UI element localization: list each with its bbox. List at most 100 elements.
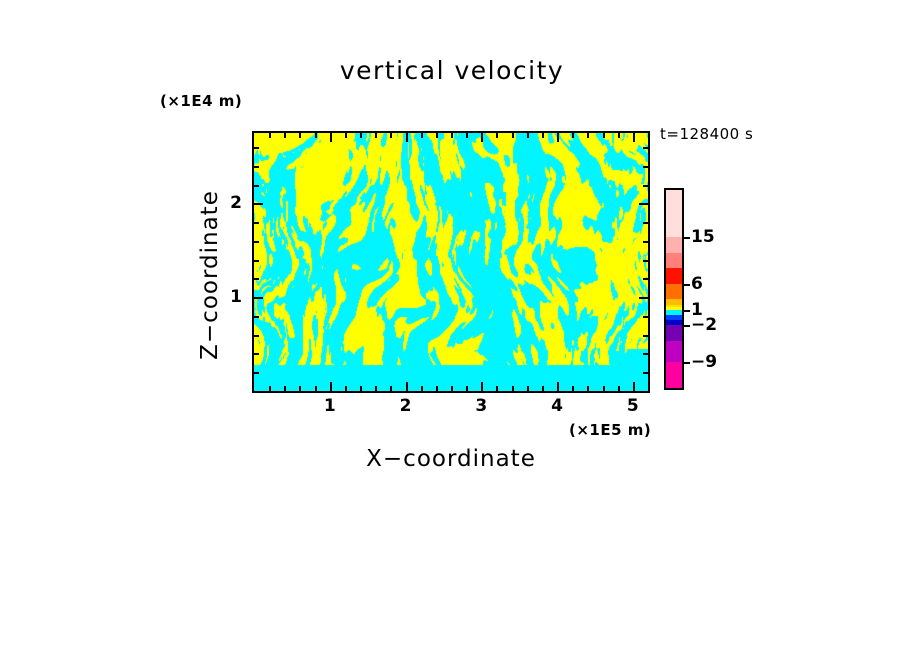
y-tick-right bbox=[643, 278, 648, 280]
x-tick-top bbox=[360, 133, 362, 138]
x-tick-label: 3 bbox=[475, 396, 488, 416]
colorbar-band bbox=[666, 315, 682, 321]
y-tick-left bbox=[254, 260, 259, 262]
y-tick-left bbox=[254, 166, 259, 168]
x-axis-unit-label: (×1E5 m) bbox=[569, 421, 652, 439]
x-tick-label: 5 bbox=[626, 396, 639, 416]
x-tick-top bbox=[451, 133, 453, 138]
x-tick-bottom bbox=[481, 382, 483, 391]
x-tick-bottom bbox=[466, 386, 468, 391]
colorbar-tick-label: 6 bbox=[691, 274, 703, 294]
y-tick-left bbox=[254, 372, 259, 374]
y-tick-right bbox=[643, 241, 648, 243]
y-tick-label: 2 bbox=[230, 193, 242, 214]
y-axis-title: Z−coordinate bbox=[197, 190, 223, 360]
x-tick-bottom bbox=[330, 382, 332, 391]
y-tick-left bbox=[254, 185, 259, 187]
y-tick-right bbox=[643, 372, 648, 374]
colorbar-band bbox=[666, 341, 682, 362]
colorbar-tick bbox=[684, 362, 690, 364]
colorbar bbox=[664, 188, 684, 390]
colorbar-band bbox=[666, 236, 682, 253]
x-tick-bottom bbox=[299, 386, 301, 391]
colorbar-band bbox=[666, 216, 682, 237]
y-tick-right bbox=[639, 297, 648, 299]
x-tick-top bbox=[390, 133, 392, 138]
colorbar-tick bbox=[684, 237, 690, 239]
y-tick-right bbox=[643, 353, 648, 355]
x-tick-top bbox=[436, 133, 438, 138]
x-tick-bottom bbox=[618, 386, 620, 391]
y-tick-right bbox=[643, 185, 648, 187]
x-tick-bottom bbox=[375, 386, 377, 391]
colorbar-tick-label: −9 bbox=[691, 352, 718, 372]
x-tick-bottom bbox=[557, 382, 559, 391]
y-tick-left bbox=[254, 297, 263, 299]
x-tick-top bbox=[466, 133, 468, 138]
colorbar-tick-label: 1 bbox=[691, 300, 703, 320]
y-tick-right bbox=[639, 203, 648, 205]
x-axis-title: X−coordinate bbox=[366, 446, 536, 472]
x-tick-top bbox=[481, 133, 483, 142]
x-tick-top bbox=[421, 133, 423, 138]
timestamp-annotation: t=128400 s bbox=[660, 125, 754, 143]
x-tick-bottom bbox=[496, 386, 498, 391]
x-tick-top bbox=[572, 133, 574, 138]
y-tick-right bbox=[643, 260, 648, 262]
x-tick-top bbox=[512, 133, 514, 138]
x-tick-bottom bbox=[572, 386, 574, 391]
colorbar-band bbox=[666, 252, 682, 269]
x-tick-label: 1 bbox=[323, 396, 336, 416]
x-tick-label: 2 bbox=[399, 396, 412, 416]
x-tick-top bbox=[345, 133, 347, 138]
plot-area bbox=[252, 131, 650, 393]
y-tick-left bbox=[254, 316, 259, 318]
colorbar-band bbox=[666, 304, 682, 308]
y-tick-right bbox=[643, 222, 648, 224]
x-tick-bottom bbox=[527, 386, 529, 391]
x-tick-bottom bbox=[603, 386, 605, 391]
x-tick-top bbox=[375, 133, 377, 138]
x-tick-bottom bbox=[390, 386, 392, 391]
x-tick-top bbox=[557, 133, 559, 142]
x-tick-top bbox=[618, 133, 620, 138]
y-tick-left bbox=[254, 222, 259, 224]
x-tick-top bbox=[496, 133, 498, 138]
y-tick-right bbox=[643, 316, 648, 318]
x-tick-top bbox=[527, 133, 529, 138]
colorbar-band bbox=[666, 361, 682, 388]
x-tick-bottom bbox=[284, 386, 286, 391]
x-tick-top bbox=[299, 133, 301, 138]
x-tick-bottom bbox=[269, 386, 271, 391]
colorbar-band bbox=[666, 309, 682, 316]
x-tick-bottom bbox=[436, 386, 438, 391]
x-tick-bottom bbox=[451, 386, 453, 391]
y-tick-left bbox=[254, 241, 259, 243]
x-tick-bottom bbox=[421, 386, 423, 391]
y-tick-left bbox=[254, 147, 259, 149]
x-tick-top bbox=[269, 133, 271, 138]
colorbar-tick-label: −2 bbox=[691, 315, 718, 335]
x-tick-bottom bbox=[406, 382, 408, 391]
colorbar-tick-label: 15 bbox=[691, 227, 715, 247]
x-tick-top bbox=[542, 133, 544, 138]
x-tick-top bbox=[633, 133, 635, 142]
x-tick-bottom bbox=[315, 386, 317, 391]
y-tick-left bbox=[254, 203, 263, 205]
x-tick-top bbox=[284, 133, 286, 138]
x-tick-bottom bbox=[587, 386, 589, 391]
x-tick-label: 4 bbox=[551, 396, 563, 416]
colorbar-band bbox=[666, 325, 682, 342]
x-tick-top bbox=[330, 133, 332, 142]
colorbar-tick bbox=[684, 310, 690, 312]
x-tick-top bbox=[587, 133, 589, 138]
colorbar-tick bbox=[684, 284, 690, 286]
y-tick-left bbox=[254, 278, 259, 280]
y-axis-unit-label: (×1E4 m) bbox=[160, 92, 243, 110]
colorbar-band bbox=[666, 320, 682, 326]
x-tick-top bbox=[603, 133, 605, 138]
colorbar-band bbox=[666, 299, 682, 305]
x-tick-bottom bbox=[360, 386, 362, 391]
x-tick-bottom bbox=[542, 386, 544, 391]
